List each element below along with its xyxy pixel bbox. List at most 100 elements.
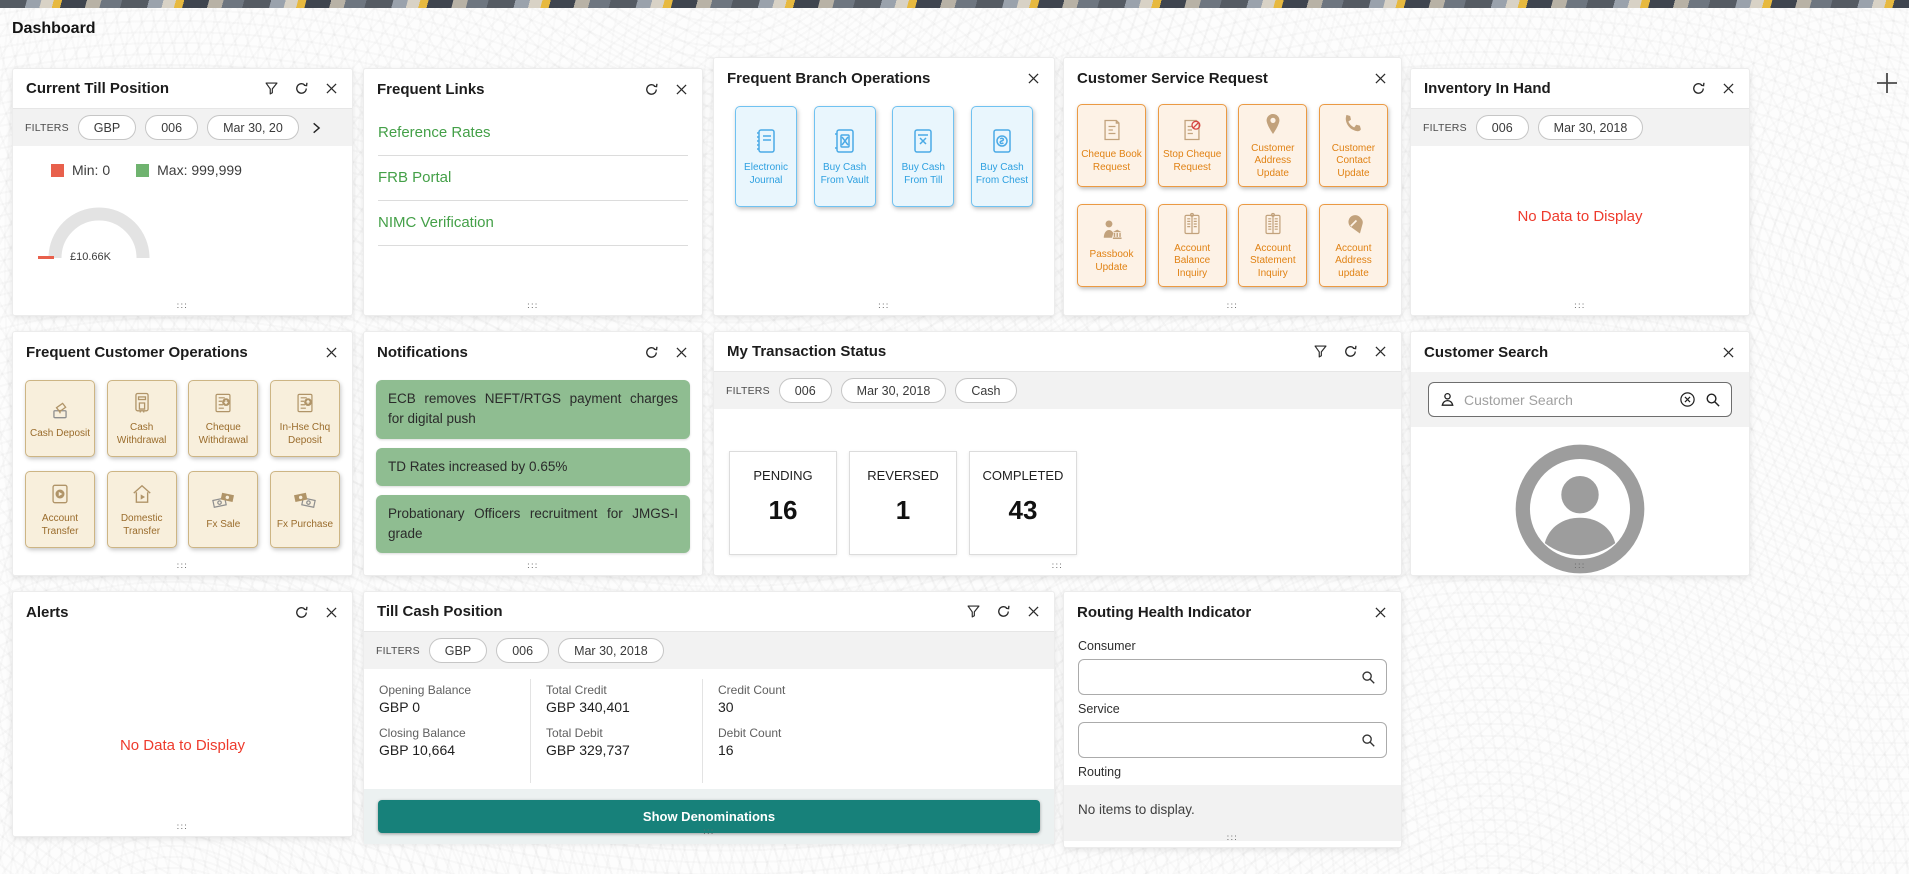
drag-handle-icon[interactable] bbox=[177, 822, 189, 833]
max-legend-label: Max: 999,999 bbox=[157, 162, 242, 178]
drag-handle-icon[interactable] bbox=[527, 301, 539, 312]
status-box-completed[interactable]: COMPLETED 43 bbox=[969, 451, 1077, 555]
tile-buy-cash-from-vault[interactable]: Buy Cash From Vault bbox=[814, 106, 876, 207]
tile-customer-contact-update[interactable]: Customer Contact Update bbox=[1319, 104, 1388, 187]
tile-account-address-update[interactable]: Account Address update bbox=[1319, 204, 1388, 287]
search-icon[interactable] bbox=[1704, 391, 1721, 408]
tile-account-transfer[interactable]: Account Transfer bbox=[25, 471, 95, 548]
tile-account-balance-inquiry[interactable]: Account Balance Inquiry bbox=[1158, 204, 1227, 287]
refresh-icon[interactable] bbox=[1691, 81, 1706, 96]
page-title: Dashboard bbox=[12, 20, 96, 38]
search-icon[interactable] bbox=[1360, 732, 1376, 748]
refresh-icon[interactable] bbox=[294, 605, 309, 620]
tile-cash-withdrawal[interactable]: Cash Withdrawal bbox=[107, 380, 177, 457]
tile-customer-address-update[interactable]: Customer Address Update bbox=[1238, 104, 1307, 187]
tile-fx-sale[interactable]: Fx Sale bbox=[188, 471, 258, 548]
drag-handle-icon[interactable] bbox=[703, 827, 715, 838]
close-icon[interactable] bbox=[1373, 605, 1388, 620]
drag-handle-icon[interactable] bbox=[1574, 561, 1586, 572]
tile-passbook-update[interactable]: Passbook Update bbox=[1077, 204, 1146, 287]
close-icon[interactable] bbox=[674, 82, 689, 97]
widget-frequent-customer-operations: Frequent Customer Operations Cash Deposi… bbox=[12, 331, 353, 576]
refresh-icon[interactable] bbox=[644, 82, 659, 97]
filter-pill-date[interactable]: Mar 30, 2018 bbox=[1538, 115, 1644, 140]
link-nimc-verification[interactable]: NIMC Verification bbox=[378, 214, 494, 231]
close-icon[interactable] bbox=[324, 345, 339, 360]
tile-electronic-journal[interactable]: Electronic Journal bbox=[735, 106, 797, 207]
drag-handle-icon[interactable] bbox=[177, 561, 189, 572]
close-icon[interactable] bbox=[1026, 604, 1041, 619]
refresh-icon[interactable] bbox=[1343, 344, 1358, 359]
list-item: NIMC Verification bbox=[378, 201, 688, 246]
close-icon[interactable] bbox=[1373, 344, 1388, 359]
filter-pill-currency[interactable]: GBP bbox=[429, 638, 487, 663]
drag-handle-icon[interactable] bbox=[1227, 301, 1239, 312]
drag-handle-icon[interactable] bbox=[1574, 301, 1586, 312]
tile-account-statement-inquiry[interactable]: Account Statement Inquiry bbox=[1238, 204, 1307, 287]
filter-pill-branch[interactable]: 006 bbox=[779, 378, 832, 403]
filter-icon[interactable] bbox=[966, 604, 981, 619]
drag-handle-icon[interactable] bbox=[1052, 561, 1064, 572]
filter-icon[interactable] bbox=[264, 81, 279, 96]
tile-inhouse-cheque-deposit[interactable]: In-Hse Chq Deposit bbox=[270, 380, 340, 457]
filter-pill-date[interactable]: Mar 30, 20 bbox=[207, 115, 299, 140]
filter-pill-branch[interactable]: 006 bbox=[496, 638, 549, 663]
tile-label: Domestic Transfer bbox=[111, 513, 173, 538]
refresh-icon[interactable] bbox=[996, 604, 1011, 619]
tile-cash-deposit[interactable]: Cash Deposit bbox=[25, 380, 95, 457]
close-icon[interactable] bbox=[1721, 81, 1736, 96]
widget-title: Till Cash Position bbox=[377, 603, 966, 620]
filters-label: FILTERS bbox=[25, 122, 69, 134]
tile-fx-purchase[interactable]: Fx Purchase bbox=[270, 471, 340, 548]
link-frb-portal[interactable]: FRB Portal bbox=[378, 169, 451, 186]
status-box-reversed[interactable]: REVERSED 1 bbox=[849, 451, 957, 555]
filter-icon[interactable] bbox=[1313, 344, 1328, 359]
widget-header: Inventory In Hand bbox=[1411, 69, 1749, 109]
drag-handle-icon[interactable] bbox=[878, 301, 890, 312]
tile-stop-cheque-request[interactable]: Stop Cheque Request bbox=[1158, 104, 1227, 187]
link-reference-rates[interactable]: Reference Rates bbox=[378, 124, 491, 141]
links-list: Reference Rates FRB Portal NIMC Verifica… bbox=[364, 109, 702, 246]
widget-header: Frequent Branch Operations bbox=[714, 58, 1054, 98]
tile-cheque-withdrawal[interactable]: Cheque Withdrawal bbox=[188, 380, 258, 457]
close-icon[interactable] bbox=[674, 345, 689, 360]
filter-pill-date[interactable]: Mar 30, 2018 bbox=[841, 378, 947, 403]
chevron-right-icon[interactable] bbox=[309, 121, 323, 135]
service-input[interactable] bbox=[1089, 733, 1360, 748]
filter-pill-branch[interactable]: 006 bbox=[1476, 115, 1529, 140]
field-label: Opening Balance bbox=[379, 683, 530, 697]
fx-purchase-icon bbox=[292, 487, 318, 513]
drag-handle-icon[interactable] bbox=[177, 301, 189, 312]
filter-bar: FILTERS 006 Mar 30, 2018 bbox=[1411, 109, 1749, 146]
filter-pill-currency[interactable]: GBP bbox=[78, 115, 136, 140]
widget-title: Current Till Position bbox=[26, 80, 264, 97]
tile-label: Customer Contact Update bbox=[1323, 143, 1384, 181]
close-icon[interactable] bbox=[1026, 71, 1041, 86]
filter-pill-branch[interactable]: 006 bbox=[145, 115, 198, 140]
widget-title: Routing Health Indicator bbox=[1077, 604, 1373, 621]
field-value: 30 bbox=[718, 699, 1054, 715]
tile-buy-cash-from-chest[interactable]: Buy Cash From Chest bbox=[971, 106, 1033, 207]
close-icon[interactable] bbox=[324, 605, 339, 620]
filter-pill-type[interactable]: Cash bbox=[955, 378, 1016, 403]
refresh-icon[interactable] bbox=[294, 81, 309, 96]
drag-handle-icon[interactable] bbox=[1227, 833, 1239, 844]
consumer-input[interactable] bbox=[1089, 670, 1360, 685]
search-icon[interactable] bbox=[1360, 669, 1376, 685]
tile-domestic-transfer[interactable]: Domestic Transfer bbox=[107, 471, 177, 548]
widget-notifications: Notifications ECB removes NEFT/RTGS paym… bbox=[363, 331, 703, 576]
field-label: Total Debit bbox=[546, 726, 702, 740]
passbook-icon bbox=[1099, 217, 1125, 243]
status-box-pending[interactable]: PENDING 16 bbox=[729, 451, 837, 555]
add-widget-button[interactable] bbox=[1874, 70, 1900, 96]
tile-cheque-book-request[interactable]: Cheque Book Request bbox=[1077, 104, 1146, 187]
circled-x-icon[interactable] bbox=[1679, 391, 1696, 408]
customer-search-input[interactable] bbox=[1464, 392, 1671, 408]
close-icon[interactable] bbox=[1373, 71, 1388, 86]
drag-handle-icon[interactable] bbox=[527, 561, 539, 572]
refresh-icon[interactable] bbox=[644, 345, 659, 360]
tile-buy-cash-from-till[interactable]: Buy Cash From Till bbox=[892, 106, 954, 207]
close-icon[interactable] bbox=[1721, 345, 1736, 360]
filter-pill-date[interactable]: Mar 30, 2018 bbox=[558, 638, 664, 663]
close-icon[interactable] bbox=[324, 81, 339, 96]
